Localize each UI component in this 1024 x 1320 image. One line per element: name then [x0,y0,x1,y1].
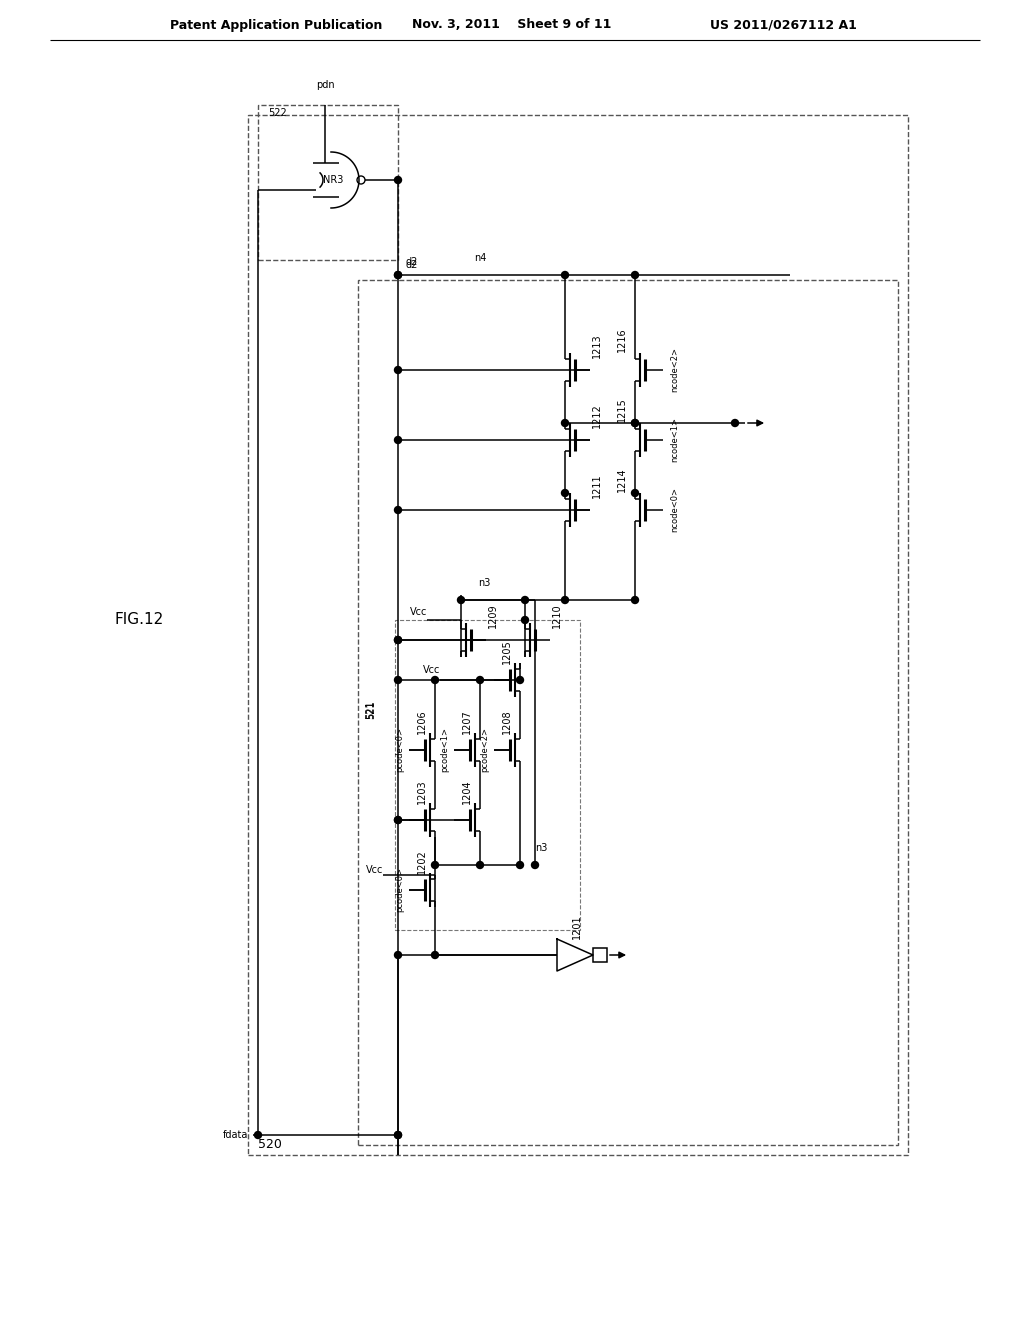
Bar [258,106,398,260]
Text: 1208: 1208 [502,710,512,734]
Text: 522: 522 [268,108,287,117]
Circle shape [394,1131,401,1138]
Circle shape [394,817,401,824]
Text: n3: n3 [478,578,490,587]
Text: 1205: 1205 [502,640,512,664]
Circle shape [632,490,639,496]
Text: Patent Application Publication: Patent Application Publication [170,18,382,32]
Circle shape [394,367,401,374]
Text: Vcc: Vcc [366,865,383,875]
Text: 1210: 1210 [552,603,562,628]
Circle shape [516,676,523,684]
Text: ncode<0>: ncode<0> [670,487,679,532]
Circle shape [561,597,568,603]
Circle shape [394,272,401,279]
Circle shape [394,437,401,444]
Circle shape [632,420,639,426]
Text: n3: n3 [535,843,548,853]
Text: n4: n4 [474,253,486,263]
Circle shape [632,272,639,279]
Text: pcode<1>: pcode<1> [440,727,450,772]
Circle shape [516,862,523,869]
Text: 1204: 1204 [462,780,472,804]
Text: 1211: 1211 [592,474,602,499]
Circle shape [431,676,438,684]
Circle shape [394,1131,401,1138]
Circle shape [561,420,568,426]
Circle shape [531,862,539,869]
Text: 1207: 1207 [462,710,472,734]
Text: 1206: 1206 [417,710,427,734]
Circle shape [394,676,401,684]
Circle shape [521,597,528,603]
Circle shape [476,676,483,684]
Text: 521: 521 [365,701,375,719]
Text: 1203: 1203 [417,780,427,804]
Circle shape [394,817,401,824]
Bar [593,948,607,962]
Circle shape [394,636,401,644]
Bar [395,620,580,931]
Text: 520: 520 [258,1138,282,1151]
Circle shape [458,597,465,603]
Circle shape [561,490,568,496]
Text: 1216: 1216 [617,327,627,352]
Text: NR3: NR3 [323,176,343,185]
Text: 1202: 1202 [417,850,427,874]
Circle shape [394,507,401,513]
Text: fdata: fdata [222,1130,248,1140]
Bar [358,280,898,1144]
Circle shape [394,952,401,958]
Text: ncode<2>: ncode<2> [670,347,679,392]
Circle shape [255,1131,261,1138]
Text: Vcc: Vcc [410,607,427,616]
Circle shape [561,272,568,279]
Text: 1209: 1209 [488,603,498,628]
Text: pdn: pdn [315,81,334,90]
Circle shape [731,420,738,426]
Text: 1215: 1215 [617,397,627,422]
Bar [248,115,908,1155]
Text: Nov. 3, 2011    Sheet 9 of 11: Nov. 3, 2011 Sheet 9 of 11 [413,18,611,32]
Circle shape [394,272,401,279]
Text: Vcc: Vcc [423,665,440,675]
Circle shape [521,616,528,623]
Text: US 2011/0267112 A1: US 2011/0267112 A1 [710,18,857,32]
Circle shape [476,862,483,869]
Circle shape [431,952,438,958]
Text: 521: 521 [366,701,376,719]
Text: 1213: 1213 [592,334,602,358]
Text: pcode<0>: pcode<0> [395,727,404,772]
Text: 1214: 1214 [617,467,627,492]
Circle shape [394,636,401,644]
Text: d2: d2 [406,260,419,271]
Circle shape [394,177,401,183]
Text: pcode<2>: pcode<2> [480,727,489,772]
Circle shape [632,420,639,426]
Circle shape [632,597,639,603]
Text: ncode<1>: ncode<1> [670,417,679,462]
Text: d2: d2 [406,257,419,267]
Text: pcode<0>: pcode<0> [395,867,404,912]
Text: 1212: 1212 [592,404,602,429]
Text: FIG.12: FIG.12 [115,612,164,627]
Text: 1201: 1201 [572,915,582,940]
Circle shape [431,862,438,869]
